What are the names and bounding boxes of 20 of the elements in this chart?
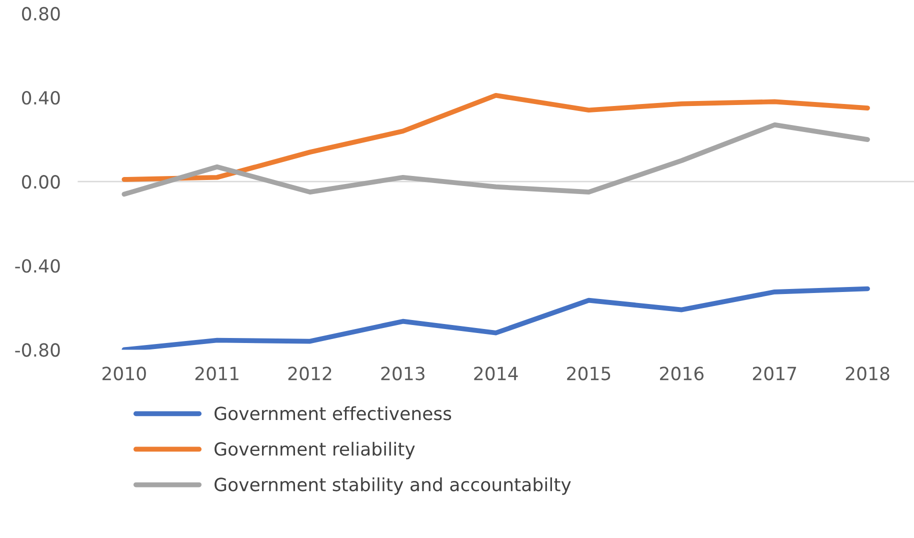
x-tick-label: 2018 <box>846 366 890 380</box>
legend-label: Government reliability <box>214 442 415 460</box>
x-tick-label: 2015 <box>567 366 610 380</box>
legend-label: Government effectiveness <box>214 406 452 420</box>
line-series <box>122 286 870 350</box>
x-tick-label: 2011 <box>195 366 238 380</box>
x-tick-label: 2012 <box>288 366 332 380</box>
y-tick-label: 0.00 <box>22 175 60 189</box>
legend-label: Government stability and accountabilty <box>214 477 571 495</box>
y-tick-label: 0.40 <box>22 90 60 105</box>
x-tick-label: 2013 <box>381 366 424 380</box>
line-series <box>122 92 870 182</box>
y-tick-label: -0.40 <box>15 259 60 273</box>
y-tick-label: 0.80 <box>22 6 60 21</box>
x-tick-label: 2010 <box>102 366 146 380</box>
y-tick-label: -0.80 <box>15 343 60 357</box>
x-tick-label: 2017 <box>752 366 796 380</box>
x-tick-label: 2014 <box>474 366 518 380</box>
line-series <box>122 122 870 197</box>
x-tick-label: 2016 <box>660 366 704 380</box>
